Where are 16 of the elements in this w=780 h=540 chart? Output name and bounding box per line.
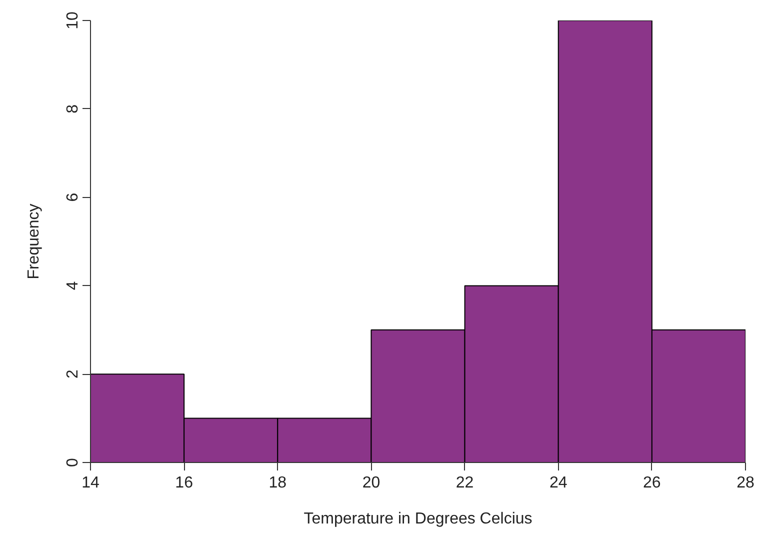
x-tick-label: 14 [82,474,100,492]
y-tick-label: 8 [64,104,82,114]
x-axis-title: Temperature in Degrees Celcius [304,510,532,528]
x-tick-label: 28 [736,474,754,492]
y-tick-label: 0 [64,458,82,467]
y-tick-label: 4 [64,281,82,290]
x-tick-label: 20 [362,474,380,492]
x-tick-label: 26 [643,474,661,492]
x-tick-label: 16 [175,474,194,492]
x-tick-label: 22 [456,474,474,492]
x-tick-label: 24 [549,474,568,492]
y-tick-label: 2 [64,370,82,379]
y-axis-title: Frequency [26,204,42,280]
x-tick-label: 18 [268,474,287,492]
y-tick-label: 6 [64,192,82,202]
y-tick-label: 10 [64,12,82,30]
